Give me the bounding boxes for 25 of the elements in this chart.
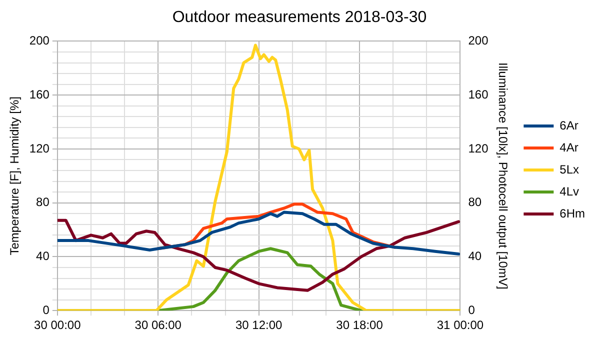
y-axis-title: Temperature [F], Humidity [%] bbox=[8, 96, 22, 256]
x-tick-label: 30 00:00 bbox=[34, 318, 82, 332]
chart-title: Outdoor measurements 2018-03-30 bbox=[172, 9, 427, 26]
y2-tick-label: 120 bbox=[468, 141, 489, 156]
legend-label: 4Lv bbox=[560, 184, 580, 198]
y2-axis-title: Illuminance [10lx], Photocell output [10mV] bbox=[496, 62, 510, 290]
y2-tick-label: 40 bbox=[468, 249, 482, 264]
y2-tick-label: 160 bbox=[468, 87, 489, 102]
y-tick-label: 80 bbox=[36, 195, 50, 210]
y-tick-label: 40 bbox=[36, 249, 50, 264]
y-tick-label: 120 bbox=[29, 141, 50, 156]
y2-tick-label: 80 bbox=[468, 195, 482, 210]
y2-tick-label: 200 bbox=[468, 34, 489, 48]
x-tick-label: 31 00:00 bbox=[436, 318, 484, 332]
y2-tick-label: 0 bbox=[468, 302, 476, 317]
x-tick-label: 30 12:00 bbox=[235, 318, 283, 332]
y-tick-label: 0 bbox=[42, 302, 50, 317]
legend-label: 5Lx bbox=[560, 162, 580, 176]
legend-label: 6Hm bbox=[560, 206, 586, 220]
y-tick-label: 160 bbox=[29, 87, 50, 102]
y-tick-label: 200 bbox=[29, 34, 50, 48]
legend-label: 4Ar bbox=[560, 140, 578, 154]
x-tick-label: 30 18:00 bbox=[336, 318, 384, 332]
legend-label: 6Ar bbox=[560, 118, 578, 132]
x-tick-label: 30 06:00 bbox=[134, 318, 182, 332]
